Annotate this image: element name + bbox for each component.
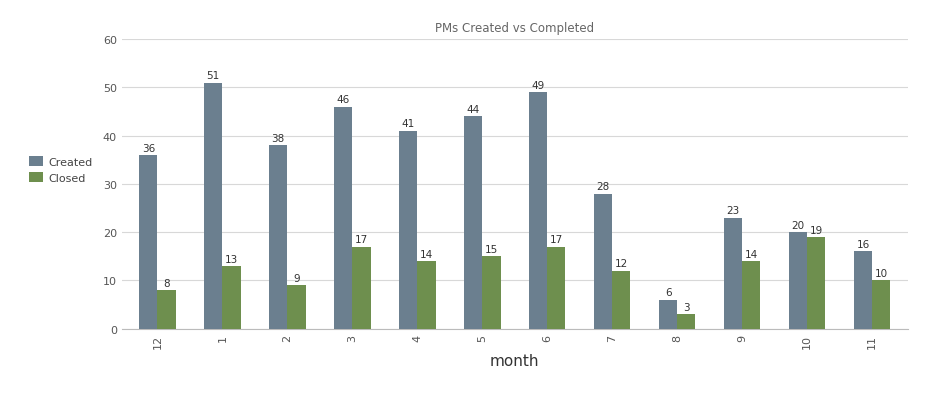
Bar <box>270 146 287 329</box>
X-axis label: month: month <box>490 353 539 368</box>
Text: 3: 3 <box>683 302 690 312</box>
Bar <box>529 93 548 329</box>
Text: 10: 10 <box>875 268 888 278</box>
Bar <box>854 252 872 329</box>
Text: 17: 17 <box>355 235 368 245</box>
Text: 41: 41 <box>402 119 415 129</box>
Text: 38: 38 <box>271 134 285 144</box>
Bar <box>352 247 371 329</box>
Text: 15: 15 <box>485 244 498 254</box>
Text: 14: 14 <box>420 249 433 259</box>
Text: 23: 23 <box>726 206 739 216</box>
Text: 46: 46 <box>337 95 350 105</box>
Bar <box>399 132 417 329</box>
Bar <box>334 107 352 329</box>
Text: 19: 19 <box>810 225 823 235</box>
Text: 6: 6 <box>665 288 671 298</box>
Bar <box>789 233 807 329</box>
Bar <box>223 266 241 329</box>
Bar <box>548 247 565 329</box>
Bar <box>872 281 890 329</box>
Bar <box>204 83 223 329</box>
Text: 49: 49 <box>532 81 545 91</box>
Bar <box>724 218 742 329</box>
Bar <box>594 194 612 329</box>
Bar <box>659 300 678 329</box>
Text: 44: 44 <box>466 105 480 115</box>
Text: 8: 8 <box>163 278 169 288</box>
Text: 51: 51 <box>207 71 220 81</box>
Text: 13: 13 <box>225 254 238 264</box>
Bar <box>678 314 695 329</box>
Bar <box>807 237 826 329</box>
Bar <box>612 271 631 329</box>
Bar <box>742 261 760 329</box>
Bar <box>157 290 176 329</box>
Bar <box>417 261 435 329</box>
Text: 9: 9 <box>293 273 300 283</box>
Text: 20: 20 <box>792 220 805 230</box>
Text: 28: 28 <box>596 182 609 192</box>
Bar <box>482 257 501 329</box>
Text: 36: 36 <box>141 143 155 153</box>
Bar <box>139 156 157 329</box>
Text: 14: 14 <box>745 249 758 259</box>
Text: 17: 17 <box>549 235 563 245</box>
Bar <box>464 117 482 329</box>
Bar <box>287 286 305 329</box>
Title: PMs Created vs Completed: PMs Created vs Completed <box>435 22 594 35</box>
Legend: Created, Closed: Created, Closed <box>25 152 97 188</box>
Text: 16: 16 <box>856 239 870 249</box>
Text: 12: 12 <box>615 259 628 269</box>
